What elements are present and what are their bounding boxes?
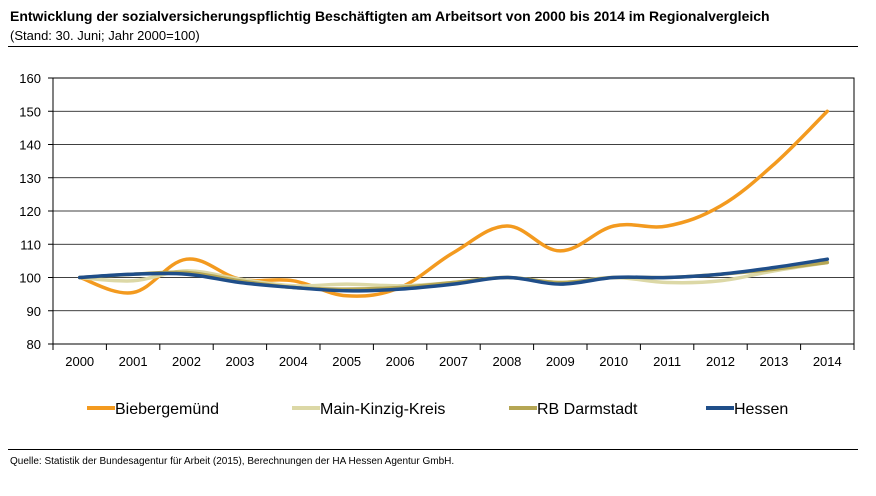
y-tick-label-90: 90	[27, 304, 41, 319]
y-tick-label-150: 150	[19, 104, 41, 119]
line-chart: 80 90 100 110 120 130 140 150 160 2000 2001 2002 200…	[19, 71, 855, 418]
legend: Biebergemünd Main-Kinzig-Kreis RB Darmstad…	[87, 401, 788, 418]
legend-label-main-kinzig-kreis: Main-Kinzig-Kreis	[320, 401, 445, 418]
source-note: Quelle: Statistik der Bundesagentur für …	[10, 456, 455, 467]
x-tick-label-2009: 2009	[546, 354, 575, 369]
bottom-divider	[8, 449, 858, 450]
x-tick-label-2003: 2003	[225, 354, 254, 369]
series-line-biebergem-nd	[77, 109, 830, 298]
x-tick-label-2013: 2013	[759, 354, 788, 369]
x-tick-label-2002: 2002	[172, 354, 201, 369]
x-tick-label-2008: 2008	[492, 354, 521, 369]
x-tick-label-2005: 2005	[332, 354, 361, 369]
legend-label-biebergem-nd: Biebergemünd	[115, 401, 219, 418]
x-tick-label-2001: 2001	[119, 354, 148, 369]
x-tick-label-2011: 2011	[653, 354, 681, 369]
chart-title: Entwicklung der sozialversicherungspflic…	[10, 8, 770, 24]
x-tick-label-2006: 2006	[386, 354, 415, 369]
y-tick-label-130: 130	[19, 171, 41, 186]
chart-subtitle: (Stand: 30. Juni; Jahr 2000=100)	[10, 28, 200, 43]
series-lines	[77, 109, 830, 298]
y-tick-label-140: 140	[19, 138, 41, 153]
x-tick-label-2010: 2010	[599, 354, 628, 369]
x-tick-label-2014: 2014	[813, 354, 842, 369]
x-tick-label-2004: 2004	[279, 354, 308, 369]
y-tick-label-160: 160	[19, 71, 41, 86]
x-tick-label-2000: 2000	[65, 354, 94, 369]
series-line-hessen	[77, 257, 830, 293]
y-tick-label-80: 80	[27, 337, 41, 352]
top-divider	[8, 46, 858, 47]
x-tick-label-2012: 2012	[706, 354, 735, 369]
axes: 80 90 100 110 120 130 140 150 160 2000 2001 2002 200…	[19, 71, 855, 369]
x-tick-label-2007: 2007	[439, 354, 468, 369]
y-tick-label-100: 100	[19, 271, 41, 286]
y-tick-label-110: 110	[20, 237, 41, 252]
y-tick-label-120: 120	[19, 204, 41, 219]
legend-label-rb-darmstadt: RB Darmstadt	[537, 401, 638, 418]
gridlines	[53, 110, 854, 312]
legend-label-hessen: Hessen	[734, 401, 788, 418]
